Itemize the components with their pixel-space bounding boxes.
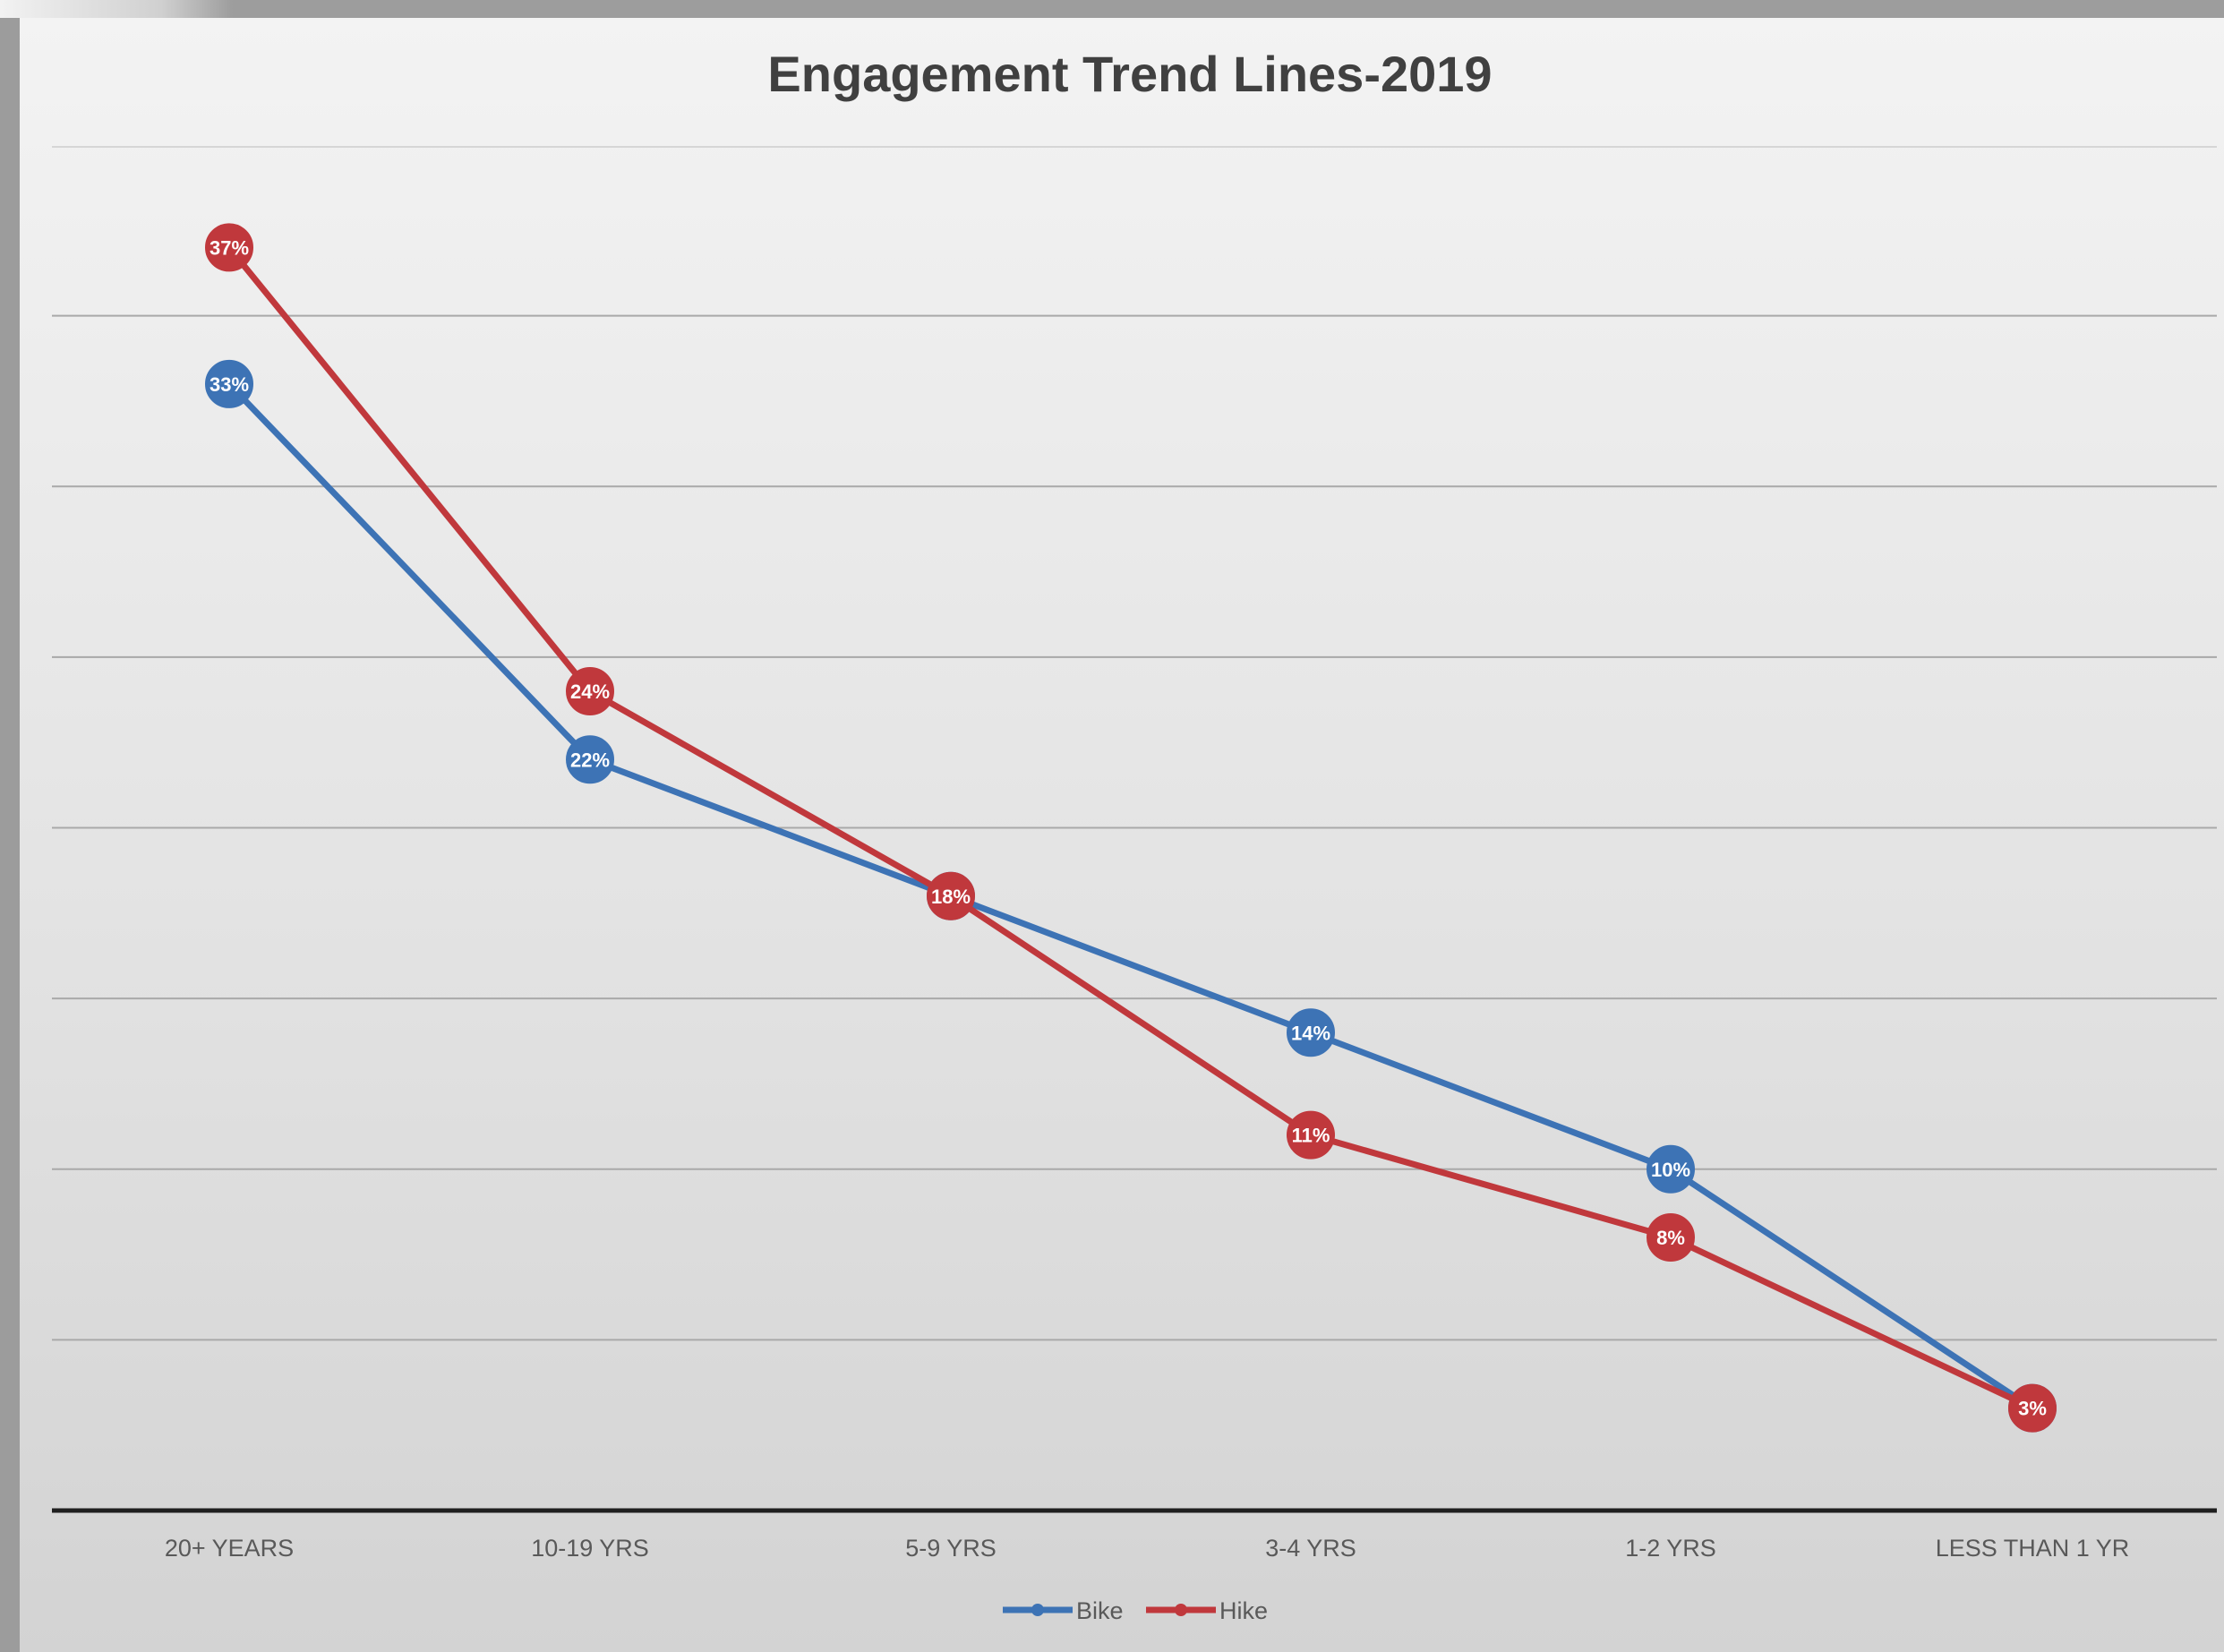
chart-area-background — [20, 18, 2224, 1652]
data-point-hike — [1287, 1110, 1335, 1160]
legend-marker-hike — [1175, 1604, 1187, 1616]
data-label-hike: 3% — [2018, 1398, 2047, 1420]
data-point-bike — [205, 359, 253, 408]
data-point-hike — [205, 223, 253, 272]
gridlines — [52, 146, 2217, 1341]
data-label-hike: 8% — [1656, 1227, 1685, 1249]
chart-title: Engagement Trend Lines-2019 — [767, 46, 1492, 102]
legend: Bike Hike — [1003, 1597, 1268, 1624]
data-label-bike: 14% — [1291, 1022, 1330, 1044]
series-line-hike — [226, 244, 2036, 1412]
series-line-bike — [226, 381, 2036, 1412]
data-point-bike — [1647, 1144, 1695, 1194]
series-markers-hike: 37% 24% 18% 11% 8% 3% — [205, 223, 2057, 1433]
data-label-hike: 11% — [1292, 1125, 1330, 1147]
x-tick-label: 5-9 YRS — [905, 1535, 997, 1562]
x-tick-label: 1-2 YRS — [1625, 1535, 1716, 1562]
top-edge-strip — [0, 0, 2224, 18]
legend-label-bike: Bike — [1076, 1597, 1124, 1624]
legend-marker-bike — [1031, 1604, 1044, 1616]
x-axis-tick-labels: 20+ YEARS 10-19 YRS 5-9 YRS 3-4 YRS 1-2 YRS L… — [165, 1535, 2129, 1562]
data-label-bike: 33% — [210, 373, 249, 396]
data-point-hike — [1647, 1213, 1695, 1262]
legend-item-bike: Bike — [1003, 1597, 1124, 1624]
x-tick-label: 3-4 YRS — [1265, 1535, 1356, 1562]
data-point-bike — [1287, 1008, 1335, 1057]
x-tick-label: 20+ YEARS — [165, 1535, 294, 1562]
data-point-hike — [566, 667, 614, 715]
x-tick-label: LESS THAN 1 YR — [1936, 1535, 2130, 1562]
data-label-hike: 18% — [931, 886, 971, 908]
data-point-hike — [2008, 1383, 2057, 1433]
data-label-hike: 24% — [570, 680, 610, 703]
data-label-bike: 10% — [1651, 1159, 1690, 1181]
legend-item-hike: Hike — [1146, 1597, 1268, 1624]
data-label-bike: 22% — [570, 749, 610, 771]
x-tick-label: 10-19 YRS — [531, 1535, 649, 1562]
legend-label-hike: Hike — [1219, 1597, 1268, 1624]
data-label-hike: 37% — [210, 236, 249, 259]
series-layer: 33% 22% 18% 14% 10% 3%37% 24% 18% 11% 8% 3% — [205, 223, 2057, 1433]
data-point-bike — [566, 735, 614, 784]
data-point-hike — [927, 871, 975, 920]
